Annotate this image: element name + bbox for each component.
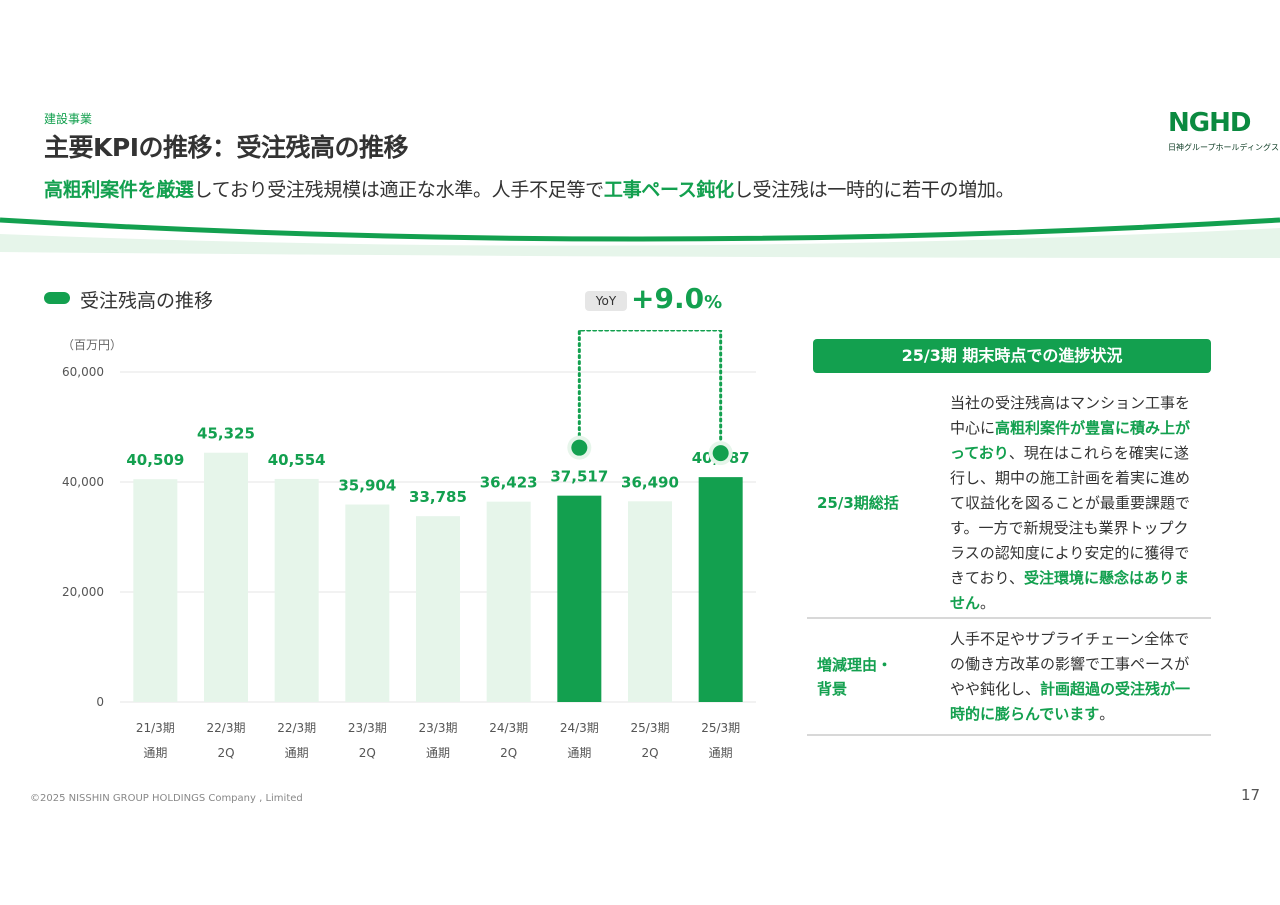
yoy-unit: % xyxy=(704,292,723,313)
bar-value-label: 40,554 xyxy=(268,451,326,469)
bar-value-label: 33,785 xyxy=(409,488,467,506)
y-tick-label: 20,000 xyxy=(62,585,104,599)
x-tick-label-term: 通期 xyxy=(285,746,309,760)
x-tick-label-term: 2Q xyxy=(641,746,658,760)
summary-text-2: 、現在はこれらを確実に遂行し、期中の施工計画を着実に進めて収益化を図ることが最重… xyxy=(950,444,1191,587)
bar xyxy=(698,477,743,702)
chart-bars xyxy=(133,452,743,702)
y-tick-label: 0 xyxy=(96,695,104,709)
reason-label-line-2: 背景 xyxy=(817,680,848,698)
summary-row: 25/3期総括 当社の受注残高はマンション工事を中心に高粗利案件が豊富に積み上が… xyxy=(807,385,1211,619)
x-tick-label-term: 通期 xyxy=(567,746,591,760)
bar xyxy=(416,516,460,702)
summary-text-3: 。 xyxy=(980,594,996,612)
x-tick-label-term: 通期 xyxy=(709,746,733,760)
y-tick-label: 60,000 xyxy=(62,365,104,379)
yoy-number: +9.0 xyxy=(631,282,705,315)
bar xyxy=(274,478,319,702)
summary-row-label: 25/3期総括 xyxy=(817,494,899,512)
copyright: ©2025 NISSHIN GROUP HOLDINGS Company , L… xyxy=(30,793,303,804)
logo-subtext: 日神グループホールディングス xyxy=(1168,143,1279,152)
x-tick-label-term: 2Q xyxy=(359,746,376,760)
x-tick-label-period: 24/3期 xyxy=(489,721,528,735)
progress-panel-header: 25/3期 期末時点での進捗状況 xyxy=(813,339,1211,373)
bar-value-label: 40,509 xyxy=(126,451,184,469)
x-tick-label-period: 23/3期 xyxy=(419,721,458,735)
yoy-value: +9.0% xyxy=(631,282,722,315)
bar xyxy=(557,495,602,702)
subtitle-highlight-2: 工事ペース鈍化 xyxy=(603,179,734,201)
reason-row-text: 人手不足やサプライチェーン全体での働き方改革の影響で工事ペースがやや鈍化し、計画… xyxy=(950,627,1200,727)
yoy-marker xyxy=(712,445,729,462)
x-tick-label-period: 25/3期 xyxy=(631,721,670,735)
x-tick-label-term: 2Q xyxy=(500,746,517,760)
company-logo: NGHD 日神グループホールディングス xyxy=(1168,108,1279,156)
section-category: 建設事業 xyxy=(44,112,93,126)
reason-row-label: 増減理由・ 背景 xyxy=(817,653,892,701)
y-tick-label: 40,000 xyxy=(62,475,104,489)
subtitle-text-1: しており受注残規模は適正な水準。人手不足等で xyxy=(193,179,605,201)
legend-label: 受注残高の推移 xyxy=(80,290,214,312)
reason-highlight-1: 計画超過の受注残が一時的に膨らんでいます xyxy=(950,680,1191,723)
page-title: 主要KPIの推移：受注残高の推移 xyxy=(44,133,409,162)
page-subtitle: 高粗利案件を厳選しており受注残規模は適正な水準。人手不足等で工事ペース鈍化し受注… xyxy=(44,175,1015,202)
x-tick-label-period: 23/3期 xyxy=(348,721,387,735)
summary-row-text: 当社の受注残高はマンション工事を中心に高粗利案件が豊富に積み上がっており、現在は… xyxy=(950,391,1200,616)
x-tick-label-period: 22/3期 xyxy=(277,721,316,735)
logo-mark: NGHD xyxy=(1168,108,1251,138)
reason-label-line-1: 増減理由・ xyxy=(817,656,893,674)
reason-text-1: 人手不足やサプライチェーン全体での働き方改革の影響で工事ペースがやや鈍化し、 xyxy=(950,630,1190,698)
legend-swatch xyxy=(44,292,70,304)
bar-value-label: 36,423 xyxy=(480,474,538,492)
yoy-connector xyxy=(567,330,733,466)
reason-text-2: 。 xyxy=(1099,705,1115,723)
x-tick-label-term: 通期 xyxy=(426,746,450,760)
yoy-badge: YoY xyxy=(585,291,627,311)
bar xyxy=(133,479,178,702)
subtitle-text-2: し受注残は一時的に若干の増加。 xyxy=(733,179,1015,201)
x-tick-label-period: 22/3期 xyxy=(207,721,246,735)
header-divider xyxy=(0,217,1280,258)
page-number: 17 xyxy=(1241,786,1261,804)
x-tick-label-period: 25/3期 xyxy=(701,721,740,735)
summary-highlight-1: 高粗利案件が豊富に積み上がっており xyxy=(950,419,1191,462)
yoy-dotted-line xyxy=(577,330,723,455)
bar-value-label: 35,904 xyxy=(338,477,396,495)
bar-value-label: 45,325 xyxy=(197,425,255,443)
bar-value-label: 37,517 xyxy=(550,468,608,486)
bar-value-label: 36,490 xyxy=(621,473,679,491)
x-tick-label-period: 21/3期 xyxy=(136,721,175,735)
bar xyxy=(204,452,248,702)
summary-text-1: 当社の受注残高はマンション工事を中心に xyxy=(950,394,1191,437)
bar xyxy=(345,504,390,702)
reason-row: 増減理由・背景 人手不足やサプライチェーン全体での働き方改革の影響で工事ペースが… xyxy=(807,619,1211,736)
bar xyxy=(486,501,531,702)
summary-highlight-2: 受注環境に懸念はありません xyxy=(950,569,1189,612)
yoy-marker xyxy=(571,439,588,456)
x-tick-label-term: 2Q xyxy=(217,746,234,760)
x-tick-label-period: 24/3期 xyxy=(560,721,599,735)
y-unit-label: （百万円） xyxy=(62,338,122,352)
x-tick-label-term: 通期 xyxy=(143,746,167,760)
subtitle-highlight-1: 高粗利案件を厳選 xyxy=(44,179,194,201)
bar xyxy=(628,501,672,702)
